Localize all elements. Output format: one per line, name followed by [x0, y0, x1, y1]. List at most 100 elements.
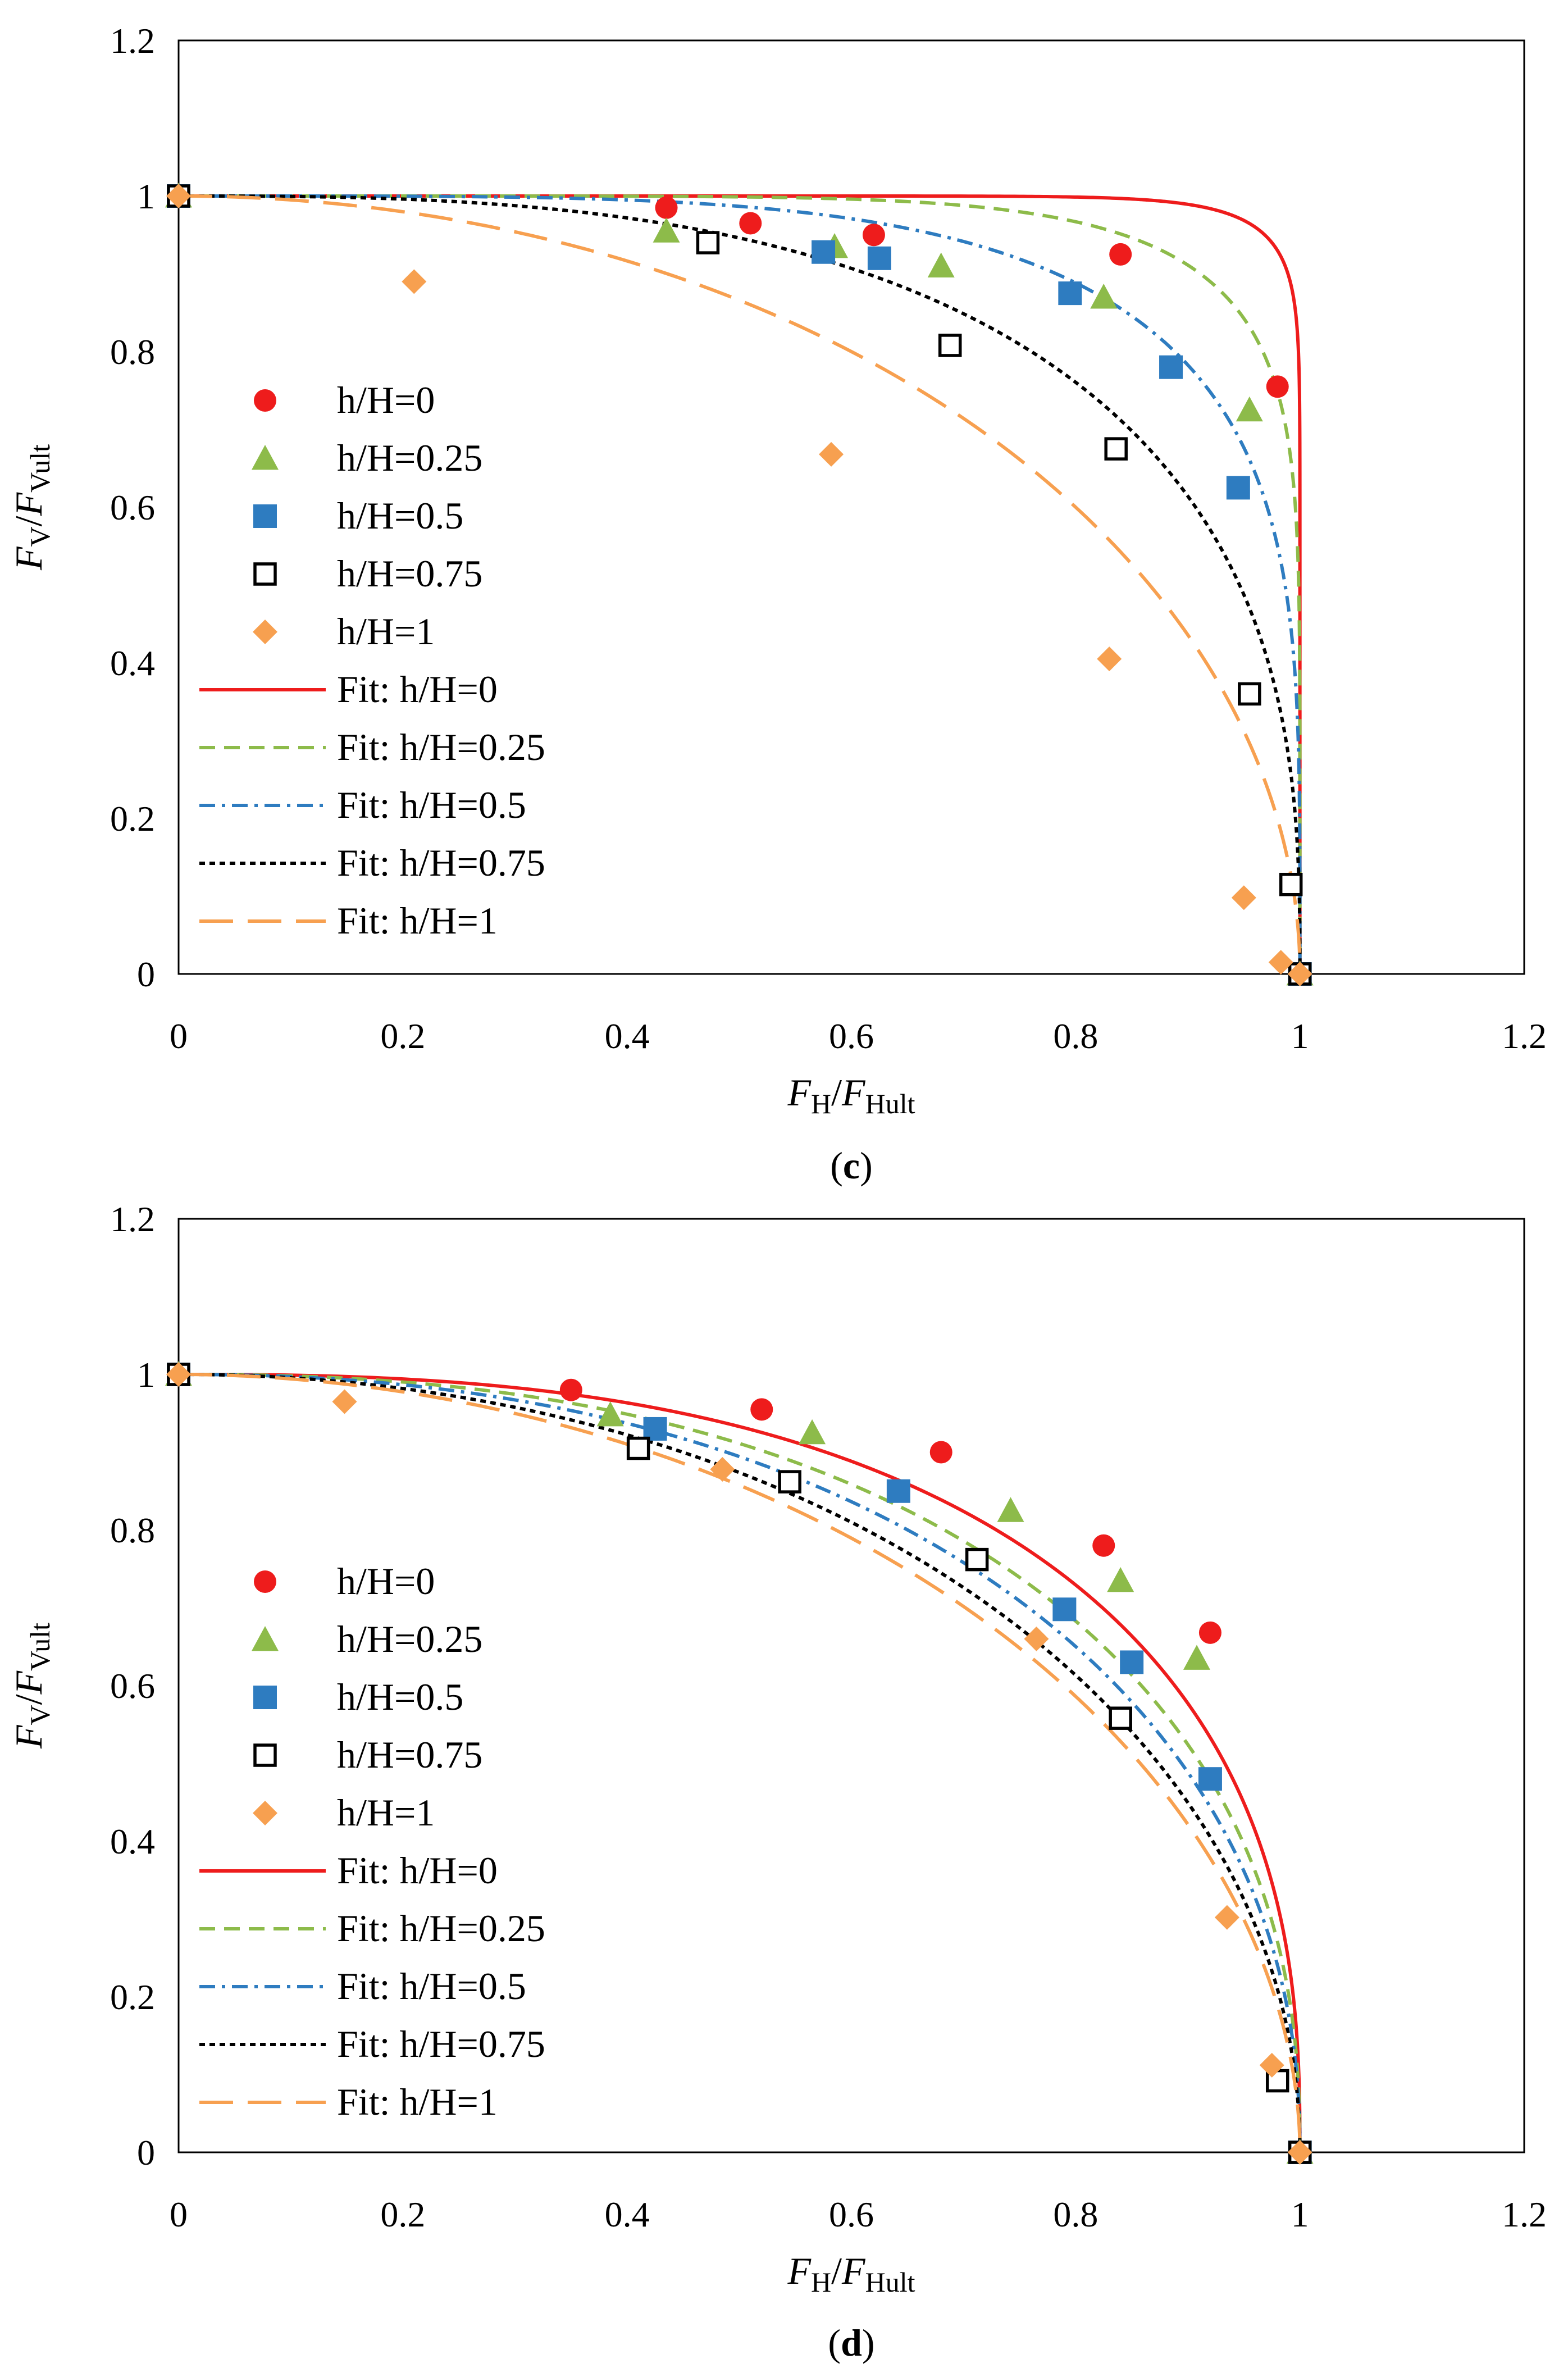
- plot-area-frame: [177, 1218, 1525, 2153]
- plot-area-frame: [177, 39, 1525, 975]
- data-point: [1159, 355, 1183, 379]
- legend-label: h/H=0.75: [337, 552, 482, 595]
- data-point: [927, 252, 955, 278]
- x-tick-label: 0.8: [1053, 2194, 1098, 2234]
- y-tick-label: 1.2: [110, 21, 155, 61]
- legend-label: h/H=0.75: [337, 1733, 482, 1776]
- legend-marker: [253, 562, 277, 586]
- legend-label: Fit: h/H=0.75: [337, 2023, 545, 2065]
- x-tick-label: 1.2: [1502, 2194, 1547, 2234]
- x-tick-label: 0: [170, 1016, 188, 1056]
- x-tick-label: 0.4: [605, 2194, 650, 2234]
- legend-marker: [253, 1801, 277, 1825]
- data-point: [997, 1497, 1024, 1522]
- legend-marker: [253, 620, 277, 644]
- x-tick-label: 0.6: [829, 2194, 874, 2234]
- chart-panel-d: 0 0.2 0.4 0.6 0.8 1 1.2 0 0.2 0.4 0.6 0.8 1 1.2 FH/FHu…: [7, 1199, 1547, 2364]
- data-point: [1198, 1621, 1221, 1644]
- data-point: [1092, 1534, 1115, 1557]
- x-tick-label: 0.6: [829, 1016, 874, 1056]
- legend-label: h/H=0.5: [337, 1675, 463, 1718]
- data-point: [886, 1479, 910, 1503]
- data-point: [1104, 437, 1128, 461]
- legend: h/H=0 h/H=0.25 h/H=0.5 h/H=0.75 h/H=1 Fit: h/…: [199, 1560, 545, 2123]
- data-point: [166, 1362, 191, 1387]
- legend-label: h/H=1: [337, 1791, 435, 1834]
- data-point: [1109, 1706, 1132, 1730]
- data-point: [332, 1389, 357, 1414]
- y-tick-label: 1: [137, 1355, 155, 1395]
- panel-label: (c): [830, 1144, 873, 1187]
- legend-label: Fit: h/H=0.25: [337, 726, 545, 768]
- data-point: [750, 1398, 773, 1421]
- legend-marker: [253, 504, 277, 528]
- data-point: [1268, 950, 1293, 975]
- data-point: [596, 1401, 624, 1427]
- data-point: [626, 1436, 650, 1460]
- data-point: [696, 231, 720, 254]
- fit-curve: [179, 194, 1302, 974]
- data-point: [1231, 885, 1256, 910]
- y-tick-label: 0.8: [110, 1510, 155, 1550]
- data-point: [778, 1470, 801, 1493]
- data-point: [653, 217, 680, 243]
- y-tick-label: 0.4: [110, 643, 155, 683]
- fit-curve: [179, 1373, 1302, 2152]
- data-point: [1090, 284, 1118, 309]
- x-tick-label: 0.2: [380, 1016, 425, 1056]
- data-point: [1266, 375, 1289, 398]
- data-point: [1214, 1905, 1239, 1930]
- legend-label: h/H=0.25: [337, 436, 482, 479]
- data-point: [655, 196, 678, 219]
- data-point: [1287, 2140, 1312, 2165]
- legend-label: h/H=0.25: [337, 1618, 482, 1660]
- legend-label: h/H=0: [337, 379, 435, 421]
- y-tick-label: 0.6: [110, 1666, 155, 1706]
- legend-label: Fit: h/H=0.5: [337, 784, 526, 826]
- legend: h/H=0 h/H=0.25 h/H=0.5 h/H=0.75 h/H=1 Fit: h/…: [199, 379, 545, 942]
- data-point: [1120, 1650, 1144, 1674]
- data-point: [1024, 1626, 1049, 1651]
- y-tick-label: 1: [137, 176, 155, 216]
- y-tick-label: 0.8: [110, 332, 155, 372]
- x-tick-label: 1: [1291, 1016, 1309, 1056]
- legend-marker: [252, 1626, 279, 1651]
- legend-marker: [254, 389, 276, 412]
- data-point: [1107, 1567, 1134, 1592]
- y-axis-title: FV/FVult: [7, 1623, 56, 1749]
- data-point: [1226, 476, 1250, 500]
- y-tick-label: 0.2: [110, 1977, 155, 2017]
- fit-curve: [179, 194, 1302, 974]
- x-tick-label: 1: [1291, 2194, 1309, 2234]
- data-point: [929, 1441, 952, 1464]
- legend-marker: [254, 1570, 276, 1593]
- data-point: [1058, 281, 1082, 306]
- legend-marker: [253, 1743, 277, 1767]
- data-point: [965, 1547, 989, 1572]
- legend-label: Fit: h/H=0.25: [337, 1907, 545, 1950]
- y-tick-label: 0.2: [110, 799, 155, 839]
- data-point: [799, 1419, 826, 1445]
- data-point: [402, 269, 427, 294]
- data-point: [1279, 872, 1303, 896]
- data-point: [1097, 646, 1122, 672]
- x-tick-label: 0.8: [1053, 1016, 1098, 1056]
- data-point: [1259, 2052, 1284, 2078]
- x-tick-label: 1.2: [1502, 1016, 1547, 1056]
- legend-label: Fit: h/H=0: [337, 668, 498, 711]
- y-tick-label: 0.4: [110, 1822, 155, 1861]
- y-tick-label: 0.6: [110, 488, 155, 527]
- data-point: [1052, 1597, 1077, 1622]
- legend-label: Fit: h/H=0.75: [337, 841, 545, 884]
- legend-label: Fit: h/H=0.5: [337, 1965, 526, 2007]
- data-point: [1236, 396, 1263, 422]
- data-point: [938, 334, 962, 357]
- fit-curve: [179, 194, 1302, 974]
- y-tick-label: 0: [137, 954, 155, 994]
- legend-label: Fit: h/H=0: [337, 1849, 498, 1892]
- panel-label: (d): [828, 2321, 874, 2364]
- data-point: [862, 224, 885, 247]
- x-tick-label: 0.4: [605, 1016, 650, 1056]
- data-point: [739, 212, 762, 235]
